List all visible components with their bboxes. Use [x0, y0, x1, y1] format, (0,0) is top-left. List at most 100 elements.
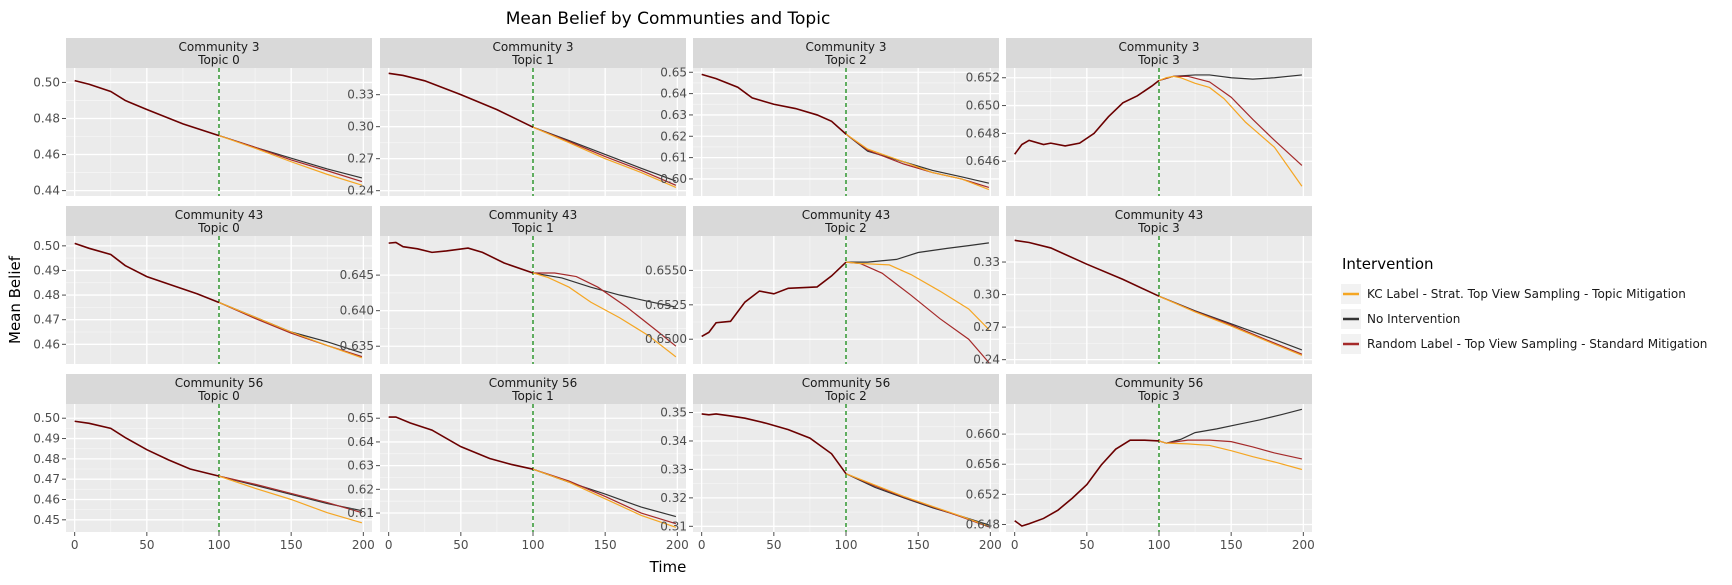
- facet-topic-label: Topic 3: [1137, 389, 1180, 403]
- series-line-random-label: [218, 475, 363, 514]
- y-tick-label: 0.49: [33, 263, 60, 277]
- y-tick-label: 0.46: [33, 492, 60, 506]
- y-tick-label: 0.61: [660, 151, 687, 165]
- x-tick-label: 150: [907, 538, 930, 552]
- x-tick-label: 200: [979, 538, 1002, 552]
- series-line-shared-pre-intervention: [1014, 239, 1160, 297]
- facet-community-label: Community 43: [489, 208, 578, 222]
- x-tick-label: 50: [766, 538, 781, 552]
- y-tick-label: 0.48: [33, 288, 60, 302]
- y-tick-label: 0.50: [33, 411, 60, 425]
- y-tick-label: 0.46: [33, 337, 60, 351]
- series-line-shared-pre-intervention: [701, 73, 847, 135]
- series-line-kc-label: [1158, 75, 1303, 187]
- x-tick-label: 50: [1079, 538, 1094, 552]
- x-tick-label: 50: [139, 538, 154, 552]
- series-line-shared-pre-intervention: [388, 72, 534, 128]
- facet-topic-label: Topic 1: [511, 221, 554, 235]
- series-line-random-label: [532, 468, 677, 525]
- y-tick-label: 0.45: [33, 513, 60, 527]
- y-tick-label: 0.30: [973, 288, 1000, 302]
- series-line-no-intervention: [845, 133, 990, 184]
- legend-entry-label: Random Label - Top View Sampling - Stand…: [1367, 337, 1707, 351]
- series-line-shared-pre-intervention: [388, 241, 534, 274]
- facet-community-label: Community 56: [1115, 376, 1204, 390]
- y-tick-label: 0.61: [347, 506, 374, 520]
- x-tick-label: 100: [522, 538, 545, 552]
- series-line-kc-label: [218, 301, 363, 359]
- series-line-random-label: [533, 272, 677, 347]
- legend-entry-label: No Intervention: [1367, 312, 1460, 326]
- x-tick-label: 0: [385, 538, 393, 552]
- series-line-kc-label: [218, 475, 363, 524]
- y-tick-label: 0.33: [973, 255, 1000, 269]
- y-tick-label: 0.652: [966, 71, 1000, 85]
- facet-community-label: Community 3: [179, 40, 260, 54]
- series-line-kc-label: [1158, 440, 1303, 471]
- y-tick-label: 0.652: [966, 487, 1000, 501]
- facet-community-label: Community 56: [802, 376, 891, 390]
- y-tick-label: 0.48: [33, 111, 60, 125]
- series-line-no-intervention: [532, 126, 677, 182]
- x-tick-label: 200: [666, 538, 689, 552]
- facet-community-label: Community 3: [1119, 40, 1200, 54]
- facet-community-label: Community 43: [802, 208, 891, 222]
- y-tick-label: 0.30: [347, 120, 374, 134]
- x-tick-label: 100: [208, 538, 231, 552]
- x-tick-label: 200: [352, 538, 375, 552]
- series-line-no-intervention: [846, 242, 989, 263]
- y-tick-label: 0.33: [660, 462, 687, 476]
- y-axis-label: Mean Belief: [6, 255, 24, 344]
- y-tick-label: 0.660: [966, 427, 1000, 441]
- x-axis-label: Time: [649, 558, 687, 576]
- y-tick-label: 0.35: [660, 406, 687, 420]
- facet-strip: [693, 374, 999, 404]
- facet-topic-label: Topic 2: [824, 53, 867, 67]
- facet-topic-label: Topic 3: [1137, 221, 1180, 235]
- y-tick-label: 0.6500: [645, 332, 687, 346]
- y-tick-label: 0.31: [660, 519, 687, 533]
- y-tick-label: 0.648: [966, 517, 1000, 531]
- legend-entry-label: KC Label - Strat. Top View Sampling - To…: [1367, 287, 1686, 301]
- facet-topic-label: Topic 0: [197, 53, 240, 67]
- facet-community-label: Community 43: [1115, 208, 1204, 222]
- y-tick-label: 0.24: [973, 353, 1000, 367]
- legend: Intervention KC Label - Strat. Top View …: [1341, 255, 1707, 354]
- facet-strip: [1006, 38, 1312, 68]
- y-tick-label: 0.646: [966, 154, 1000, 168]
- series-line-kc-label: [845, 473, 990, 527]
- series-line-shared-pre-intervention: [1014, 439, 1160, 527]
- series-line-kc-label: [532, 126, 677, 189]
- facet-strip: [66, 38, 372, 68]
- series-line-shared-pre-intervention: [1014, 79, 1160, 155]
- y-tick-label: 0.34: [660, 434, 687, 448]
- facet-community-label: Community 3: [493, 40, 574, 54]
- series-line-random-label: [1158, 439, 1303, 460]
- y-tick-label: 0.49: [33, 432, 60, 446]
- x-tick-label: 200: [1292, 538, 1315, 552]
- facet-strip: [1006, 206, 1312, 236]
- series-line-shared-pre-intervention: [74, 79, 220, 137]
- y-tick-label: 0.6550: [645, 263, 687, 277]
- series-line-shared-pre-intervention: [74, 420, 220, 477]
- y-tick-label: 0.60: [660, 172, 687, 186]
- y-tick-label: 0.33: [347, 88, 374, 102]
- series-line-shared-pre-intervention: [388, 416, 534, 470]
- x-tick-label: 0: [71, 538, 79, 552]
- x-tick-label: 150: [280, 538, 303, 552]
- facet-community-label: Community 3: [806, 40, 887, 54]
- chart-title: Mean Belief by Communties and Topic: [506, 9, 831, 29]
- y-tick-label: 0.44: [33, 184, 60, 198]
- facet-topic-label: Topic 1: [511, 53, 554, 67]
- y-tick-label: 0.656: [966, 457, 1000, 471]
- y-tick-label: 0.65: [347, 411, 374, 425]
